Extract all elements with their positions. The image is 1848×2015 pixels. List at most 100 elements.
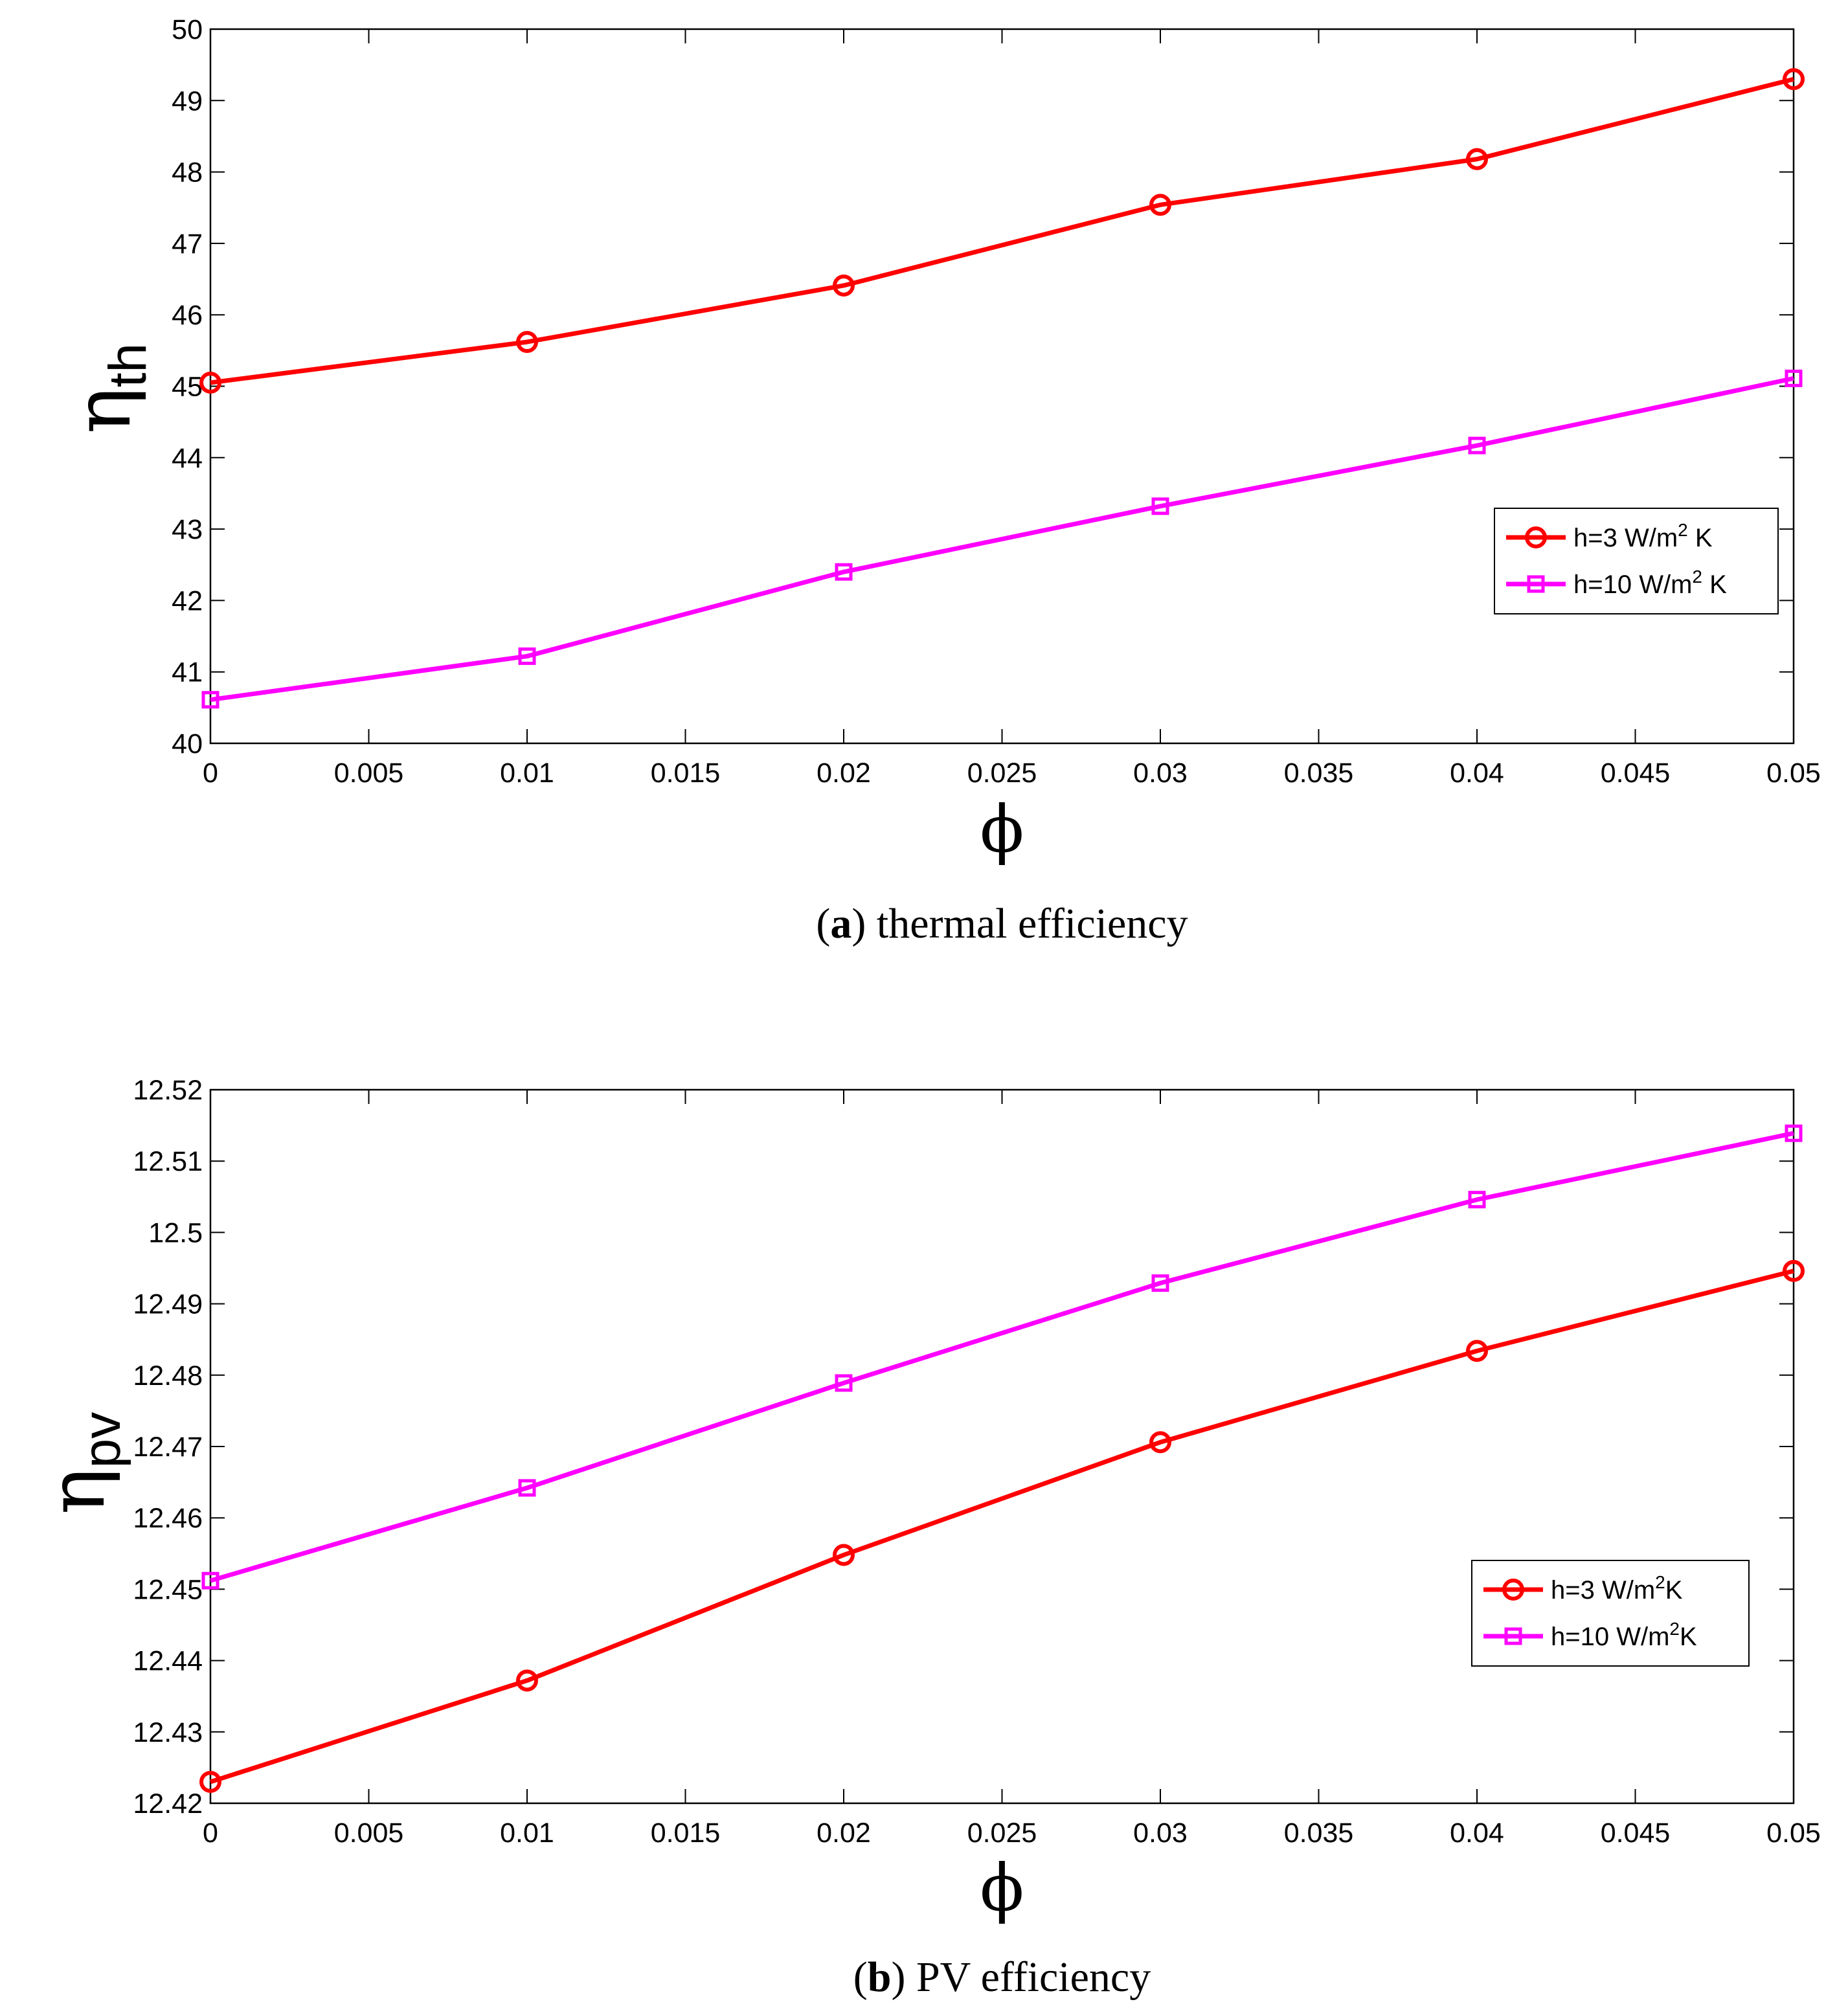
x-tick-label: 0.045 [1601,1818,1671,1849]
caption-text: thermal efficiency [877,900,1188,947]
legend-label-sup: 2 [1669,1619,1680,1639]
data-point [833,274,855,297]
y-tick-label: 12.45 [133,1574,203,1605]
y-tick-label: 12.43 [133,1717,203,1748]
series-h10 [201,369,1803,709]
y-tick-label: 41 [172,657,203,688]
series-line [210,376,1794,703]
plot-frame [209,1088,1795,1805]
legend-label-suffix: K [1680,1623,1697,1651]
data-point [516,331,538,354]
legend-label-prefix: h=10 W/m [1551,1623,1669,1651]
x-axis-label: ϕ [980,791,1024,867]
x-axis-label: ϕ [980,1850,1024,1926]
data-point [1149,1431,1171,1454]
series-h3 [199,1259,1805,1793]
data-point [835,1374,853,1392]
caption-open-paren: ( [816,900,830,947]
figure-caption: (a) thermal efficiency [816,900,1188,947]
data-point [199,1770,221,1793]
y-tick-label: 50 [172,14,203,45]
legend-label-sup: 2 [1655,1572,1665,1592]
x-tick-label: 0.05 [1766,1818,1821,1849]
data-point [1151,497,1169,515]
x-tick-label: 0.01 [500,1818,554,1849]
y-tick-label: 45 [172,372,203,403]
figure-caption: (b) PV efficiency [853,1953,1151,2001]
caption-close-paren: ) [891,1953,916,2001]
legend-box [1494,508,1779,614]
data-point [1468,436,1486,455]
legend-label-suffix: K [1688,524,1713,552]
y-tick-label: 12.44 [133,1646,203,1677]
y-tick-label: 12.52 [133,1075,203,1106]
y-tick-label: 48 [172,157,203,188]
data-point [1466,1340,1488,1362]
caption-open-paren: ( [853,1953,868,2001]
x-tick-label: 0 [203,758,218,789]
data-point [1785,1124,1803,1142]
x-tick-label: 0.035 [1284,1818,1354,1849]
y-tick-label: 12.47 [133,1432,203,1463]
x-tick-label: 0.025 [967,1818,1037,1849]
legend-marker [1525,526,1547,548]
data-point [1468,1191,1486,1209]
y-axis-label-main: η [58,387,148,434]
x-tick-label: 0.005 [334,1818,404,1849]
data-point [1466,148,1488,170]
y-axis-label: ηpv [32,1412,131,1515]
legend-label: h=10 W/m2 K [1573,567,1727,599]
legend-label: h=3 W/m2K [1551,1572,1683,1604]
x-tick-label: 0.025 [967,758,1037,789]
x-tick-label: 0.015 [651,758,721,789]
y-tick-label: 40 [172,728,203,760]
y-tick-label: 12.51 [133,1146,203,1177]
data-point [1151,1274,1169,1292]
data-point [199,371,221,394]
legend-label: h=3 W/m2 K [1573,520,1713,552]
y-tick-label: 12.48 [133,1360,203,1391]
legend-marker [1527,575,1545,593]
legend-marker [1502,1579,1524,1601]
x-tick-label: 0.04 [1450,758,1504,789]
x-tick-label: 0.015 [651,1818,721,1849]
x-tick-label: 0 [203,1818,218,1849]
chart-thermal-efficiency: 0 0.005 0.01 0.015 0.02 0.025 0.03 0.035 0.04 0.0… [58,14,1821,947]
x-tick-label: 0.02 [817,758,871,789]
x-tick-label: 0.02 [817,1818,871,1849]
y-tick-label: 12.42 [133,1788,203,1819]
y-tick-label: 42 [172,585,203,616]
y-tick-label: 46 [172,300,203,331]
y-tick-label: 44 [172,443,203,474]
x-tick-label: 0.01 [500,758,554,789]
data-point [1783,1259,1805,1282]
x-tick-label: 0.045 [1601,758,1671,789]
legend-label-prefix: h=3 W/m [1551,1576,1655,1604]
legend-label-suffix: K [1702,570,1727,599]
legend-marker [1504,1627,1522,1645]
y-tick-label: 12.5 [148,1217,203,1248]
caption-letter: b [868,1953,892,2001]
x-tick-label: 0.03 [1133,758,1188,789]
legend-label: h=10 W/m2K [1551,1619,1697,1651]
y-axis-label-sub: th [98,343,157,387]
data-point [516,1669,538,1692]
y-axis-label: ηth [58,343,157,434]
data-point [201,1571,220,1590]
y-tick-label: 12.49 [133,1289,203,1320]
caption-close-paren: ) [851,900,876,947]
legend-box [1471,1560,1750,1667]
data-point [833,1544,855,1566]
legend: h=3 W/m2 Kh=10 W/m2 K [1494,508,1779,614]
legend-label-prefix: h=10 W/m [1573,570,1692,599]
x-tick-label: 0.04 [1450,1818,1504,1849]
series-h3 [199,68,1805,394]
x-tick-label: 0.005 [334,758,404,789]
legend-label-sup: 2 [1678,520,1688,540]
y-tick-label: 47 [172,229,203,260]
series-line [210,1131,1794,1583]
data-point [518,1479,536,1497]
data-point [835,563,853,581]
x-tick-label: 0.035 [1284,758,1354,789]
